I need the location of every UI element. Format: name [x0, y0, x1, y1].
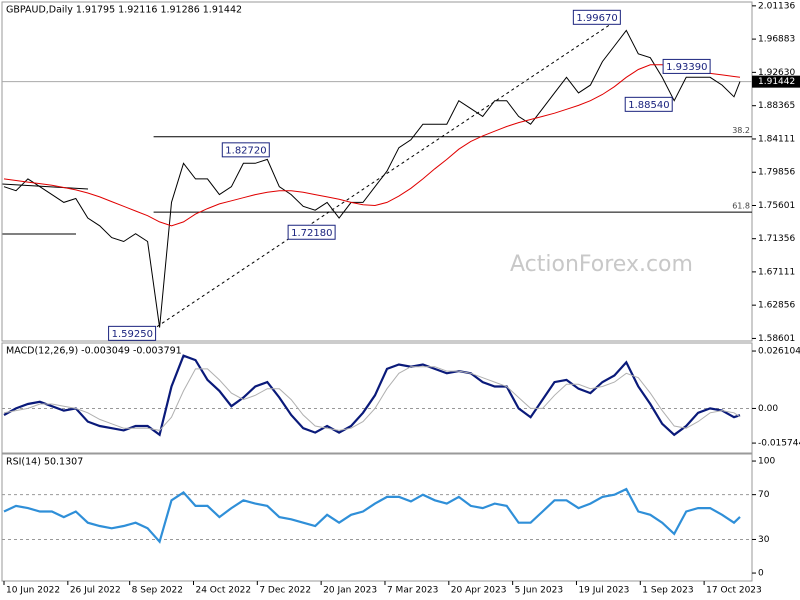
y-tick-label: 30: [758, 535, 770, 545]
series-line: [3, 354, 741, 437]
x-tick-label: 1 Sep 2023: [642, 586, 693, 596]
panel-title: GBPAUD,Daily 1.91795 1.92116 1.91286 1.9…: [6, 5, 242, 16]
series-line: [3, 366, 741, 431]
fib-label: 61.8: [732, 202, 750, 211]
annotation-label: 1.59250: [112, 329, 153, 340]
fib-label: 38.2: [732, 126, 750, 135]
y-tick-label: 1.88365: [758, 101, 795, 111]
y-tick-label: 1.92630: [758, 68, 795, 78]
annotation-box: [624, 96, 673, 112]
panel-border: [1, 453, 753, 582]
annotation-box: [662, 58, 711, 74]
y-tick-label: 1.62856: [758, 301, 795, 311]
x-tick-label: 20 Jan 2023: [323, 586, 377, 596]
y-tick-label: 1.71356: [758, 234, 795, 244]
panel-border: [1, 1, 753, 342]
y-tick-label: 1.67111: [758, 267, 795, 277]
panel-border: [1, 342, 753, 454]
annotation-label: 1.93390: [666, 62, 707, 73]
series-line: [3, 64, 741, 227]
channel-line: [1, 183, 89, 190]
y-tick-label: 1.58601: [758, 334, 795, 344]
x-tick-label: 8 Sep 2022: [132, 586, 183, 596]
x-tick-label: 26 Jul 2022: [70, 586, 121, 596]
annotation-label: 1.72180: [291, 228, 332, 239]
panel-title: RSI(14) 50.1307: [6, 457, 83, 468]
x-tick-label: 17 Oct 2023: [706, 586, 762, 596]
y-tick-label: 1.75601: [758, 201, 795, 211]
x-tick-label: 5 Jun 2023: [515, 586, 563, 596]
x-tick-label: 10 Jun 2022: [6, 586, 60, 596]
annotation-box: [287, 224, 336, 240]
y-tick-label: 2.01136: [758, 1, 795, 11]
x-tick-label: 24 Oct 2022: [195, 586, 251, 596]
x-tick-label: 19 Jul 2023: [578, 586, 629, 596]
y-tick-label: 70: [758, 490, 770, 500]
annotation-label: 1.82720: [225, 145, 266, 156]
x-tick-label: 20 Apr 2023: [451, 586, 507, 596]
series-line: [3, 29, 741, 328]
panel-title: MACD(12,26,9) -0.003049 -0.003791: [6, 346, 182, 357]
annotation-box: [108, 325, 157, 341]
y-tick-label: 0.026104: [758, 347, 800, 357]
watermark: ActionForex.com: [510, 252, 693, 277]
current-price-box: [752, 75, 800, 88]
x-tick-label: 7 Mar 2023: [387, 586, 438, 596]
y-tick-label: -0.015744: [758, 439, 800, 449]
y-tick-label: 100: [758, 457, 775, 467]
annotation-label: 1.88540: [628, 100, 669, 111]
trend-line: [151, 17, 621, 331]
y-tick-label: 1.79856: [758, 168, 795, 178]
x-tick-label: 7 Dec 2022: [259, 586, 311, 596]
y-tick-label: 0.00: [758, 404, 778, 414]
annotation-box: [221, 142, 270, 158]
current-price-label: 1.91442: [758, 77, 795, 87]
series-line: [3, 487, 741, 544]
y-tick-label: 1.84111: [758, 134, 795, 144]
annotation-label: 1.99670: [576, 13, 617, 24]
y-tick-label: 1.96883: [758, 35, 795, 45]
y-tick-label: 0: [758, 569, 764, 579]
annotation-box: [572, 9, 621, 25]
